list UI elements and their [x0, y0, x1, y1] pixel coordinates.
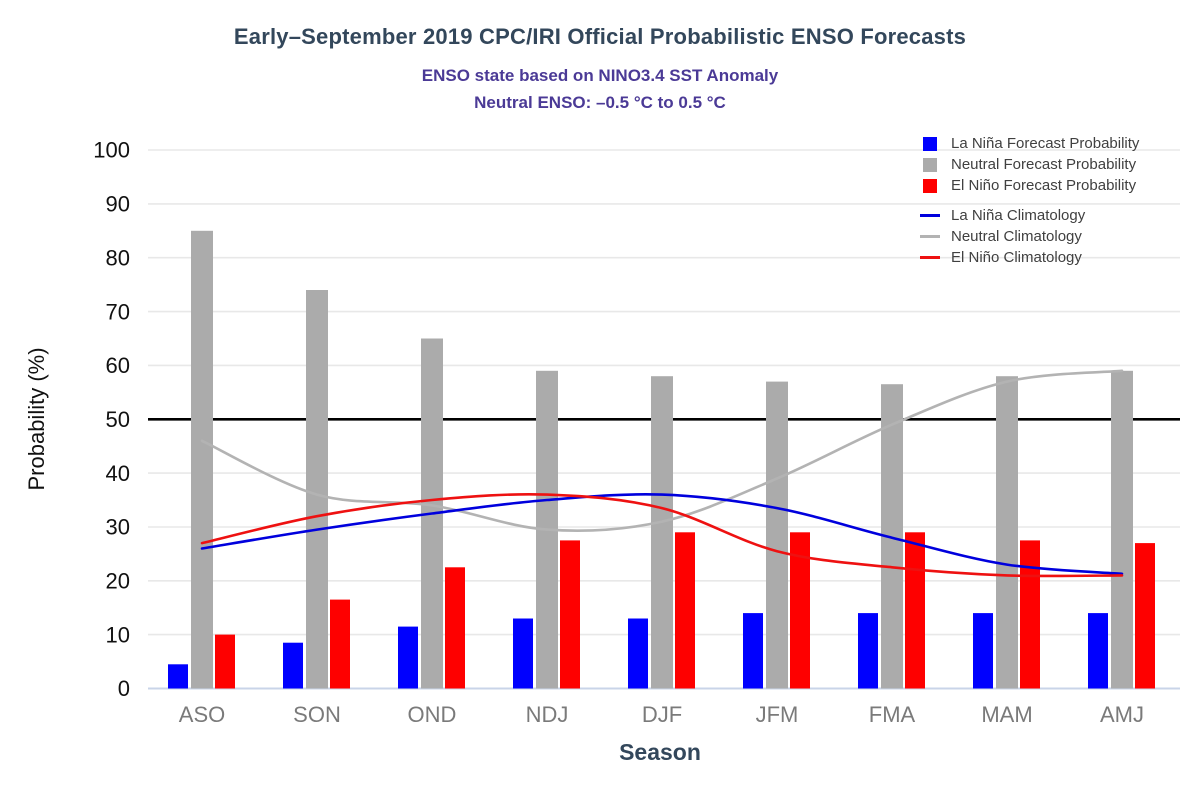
bar-djf [675, 532, 695, 689]
legend-item-neutral-forecast: Neutral Forecast Probability [920, 154, 1139, 175]
legend-label: Neutral Climatology [951, 228, 1082, 245]
x-tick-label: AMJ [1100, 702, 1144, 727]
bar-mam [1020, 540, 1040, 689]
bar-ndj [513, 618, 533, 689]
legend-label: La Niña Forecast Probability [951, 135, 1140, 152]
y-tick-label: 40 [106, 461, 130, 486]
bar-aso [191, 230, 213, 689]
x-tick-label: DJF [642, 702, 682, 727]
legend-item-el-nino-climatology: El Niño Climatology [920, 247, 1139, 268]
x-axis-title: Season [619, 739, 701, 765]
y-tick-label: 80 [106, 245, 130, 270]
legend-item-la-nina-forecast: La Niña Forecast Probability [920, 133, 1139, 154]
bar-son [330, 599, 350, 689]
y-axis-title: Probability (%) [24, 347, 49, 490]
y-tick-label: 30 [106, 515, 130, 540]
bar-jfm [766, 381, 788, 689]
el-nino-bar-swatch-icon [923, 178, 937, 193]
legend-label: La Niña Climatology [951, 207, 1086, 224]
bar-mam [973, 613, 993, 689]
x-tick-label: OND [408, 702, 457, 727]
x-tick-label: MAM [981, 702, 1032, 727]
bar-ndj [560, 540, 580, 689]
chart-subtitle-neutral-range: Neutral ENSO: –0.5 °C to 0.5 °C [474, 93, 726, 112]
y-tick-label: 70 [106, 299, 130, 324]
legend: La Niña Forecast Probability Neutral For… [920, 133, 1139, 268]
y-tick-label: 60 [106, 353, 130, 378]
y-tick-label: 50 [106, 407, 130, 432]
bar-djf [628, 618, 648, 689]
legend-item-neutral-climatology: Neutral Climatology [920, 226, 1139, 247]
legend-group-forecast-bars: La Niña Forecast Probability Neutral For… [920, 133, 1139, 196]
legend-label: El Niño Forecast Probability [951, 177, 1137, 194]
climatology-line [200, 493, 1124, 576]
y-tick-label: 20 [106, 569, 130, 594]
bar-jfm [743, 613, 763, 689]
legend-group-climatology-lines: La Niña Climatology Neutral Climatology … [920, 205, 1139, 268]
bar-son [283, 642, 303, 689]
bar-son [306, 290, 328, 689]
climatology-line [200, 493, 1124, 578]
bar-fma [858, 613, 878, 689]
bar-aso [168, 664, 188, 689]
bar-fma [881, 384, 903, 689]
y-tick-label: 100 [93, 138, 130, 163]
neutral-line-swatch-icon [920, 235, 940, 238]
el-nino-line-swatch-icon [920, 256, 940, 259]
bar-amj [1111, 370, 1133, 689]
la-nina-bar-swatch-icon [923, 136, 937, 151]
x-tick-label: SON [293, 702, 341, 727]
bar-amj [1135, 543, 1155, 689]
chart-subtitle-enso-state: ENSO state based on NINO3.4 SST Anomaly [421, 66, 779, 85]
legend-item-la-nina-climatology: La Niña Climatology [920, 205, 1139, 226]
legend-label: El Niño Climatology [951, 249, 1082, 266]
x-tick-label: FMA [869, 702, 916, 727]
neutral-bar-swatch-icon [923, 157, 937, 172]
bar-fma [905, 532, 925, 689]
x-tick-label: NDJ [526, 702, 569, 727]
x-tick-label: JFM [756, 702, 799, 727]
bar-amj [1088, 613, 1108, 689]
y-tick-label: 90 [106, 192, 130, 217]
legend-item-el-nino-forecast: El Niño Forecast Probability [920, 175, 1139, 196]
bar-ond [445, 567, 465, 689]
bar-ond [398, 626, 418, 689]
x-tick-label: ASO [179, 702, 225, 727]
chart-title: Early–September 2019 CPC/IRI Official Pr… [233, 24, 967, 49]
bar-jfm [790, 532, 810, 689]
y-tick-label: 0 [118, 676, 130, 701]
la-nina-line-swatch-icon [920, 214, 940, 217]
y-tick-label: 10 [106, 622, 130, 647]
legend-label: Neutral Forecast Probability [951, 156, 1137, 173]
bar-aso [215, 634, 235, 689]
bar-djf [651, 376, 673, 689]
bar-mam [996, 376, 1018, 689]
climatology-line [200, 369, 1124, 532]
